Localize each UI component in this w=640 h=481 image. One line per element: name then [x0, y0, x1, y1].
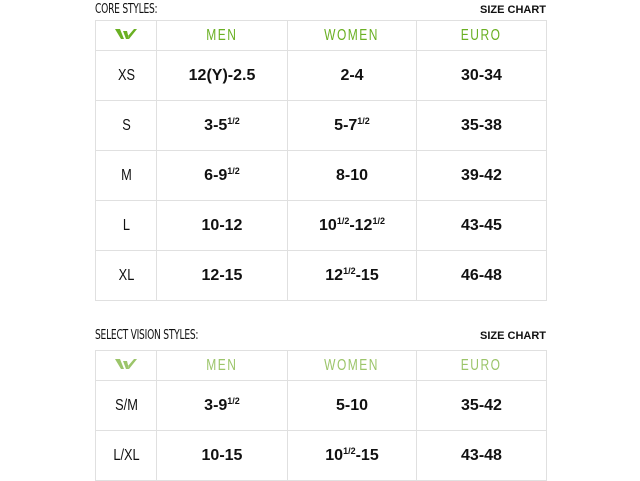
men-size-cell: 10-15 — [156, 430, 288, 481]
euro-size-cell: 39-42 — [416, 150, 547, 201]
table-row: S/M 3-91/2 5-10 35-42 — [96, 380, 547, 431]
size-value: 35-42 — [461, 396, 502, 414]
size-value: 10 — [325, 447, 344, 464]
size-value: 8-10 — [335, 166, 369, 184]
table-row: L/XL 10-15 101/2-15 43-48 — [96, 430, 547, 481]
column-header: EURO — [416, 20, 547, 51]
women-size-cell: 5-71/2 — [287, 100, 417, 151]
size-value: 3-9 — [204, 397, 228, 414]
euro-size-cell: 46-48 — [416, 250, 547, 301]
euro-size-cell: 43-45 — [416, 200, 547, 251]
size-label: XL — [101, 250, 151, 301]
brand-logo-icon — [115, 358, 137, 369]
header-row: MEN WOMEN EURO — [95, 350, 547, 381]
table-row: XL 12-15 121/2-15 46-48 — [96, 250, 547, 301]
size-value: 3-5 — [204, 117, 228, 134]
fraction-superscript: 1/2 — [357, 116, 370, 126]
women-size-cell: 121/2-15 — [287, 250, 417, 301]
logo-cell — [95, 350, 157, 381]
women-size-cell: 101/2-15 — [287, 430, 417, 481]
size-value: -15 — [355, 267, 379, 284]
size-value: 2-4 — [340, 66, 364, 84]
size-table: MEN WOMEN EURO XS 12(Y)-2.5 2-4 30-34 S 3-51/2 5-… — [95, 20, 547, 301]
logo-cell — [95, 20, 157, 51]
size-value: 39-42 — [461, 166, 502, 184]
size-label: XS — [101, 50, 151, 101]
size-value: 43-48 — [461, 446, 502, 464]
column-header: WOMEN — [287, 350, 417, 381]
size-value: 6-9 — [204, 167, 228, 184]
women-size-cell: 101/2-121/2 — [287, 200, 417, 251]
euro-size-cell: 43-48 — [416, 430, 547, 481]
size-chart-label: SIZE CHART — [480, 330, 546, 342]
header-row: MEN WOMEN EURO — [95, 20, 547, 51]
men-size-cell: 12(Y)-2.5 — [156, 50, 288, 101]
table-row: M 6-91/2 8-10 39-42 — [96, 150, 547, 201]
table-row: L 10-12 101/2-121/2 43-45 — [96, 200, 547, 251]
size-value: 10 — [319, 217, 337, 234]
section-title: CORE STYLES: — [95, 2, 158, 17]
women-size-cell: 8-10 — [287, 150, 417, 201]
size-value: 43-45 — [461, 216, 502, 234]
size-value: 5-7 — [334, 117, 358, 134]
size-label: L/XL — [101, 430, 151, 481]
fraction-superscript: 1/2 — [372, 216, 385, 226]
euro-size-cell: 30-34 — [416, 50, 547, 101]
men-size-cell: 12-15 — [156, 250, 288, 301]
size-table: MEN WOMEN EURO S/M 3-91/2 5-10 35-42 L/XL 10-15 1… — [95, 350, 547, 481]
men-size-cell: 3-51/2 — [156, 100, 288, 151]
size-value: 10-15 — [201, 446, 243, 464]
men-size-cell: 6-91/2 — [156, 150, 288, 201]
column-header: MEN — [156, 350, 288, 381]
size-label: M — [101, 150, 151, 201]
size-label: S — [101, 100, 151, 151]
column-header: EURO — [416, 350, 547, 381]
euro-size-cell: 35-38 — [416, 100, 547, 151]
size-value: 10-12 — [201, 216, 243, 234]
size-chart-label: SIZE CHART — [480, 4, 546, 16]
size-value: 12-15 — [201, 266, 243, 284]
euro-size-cell: 35-42 — [416, 380, 547, 431]
size-value: 12 — [325, 267, 344, 284]
fraction-superscript: 1/2 — [227, 396, 240, 406]
column-header: WOMEN — [287, 20, 417, 51]
size-label: L — [101, 200, 151, 251]
size-value: 12(Y)-2.5 — [188, 66, 256, 84]
size-label: S/M — [101, 380, 151, 431]
section-title: SELECT VISION STYLES: — [95, 328, 199, 343]
women-size-cell: 5-10 — [287, 380, 417, 431]
fraction-superscript: 1/2 — [336, 216, 350, 226]
size-value: 46-48 — [461, 266, 502, 284]
table-row: S 3-51/2 5-71/2 35-38 — [96, 100, 547, 151]
fraction-superscript: 1/2 — [343, 266, 356, 276]
size-value: -15 — [355, 447, 379, 464]
fraction-superscript: 1/2 — [343, 446, 356, 456]
size-value: 5-10 — [335, 396, 369, 414]
fraction-superscript: 1/2 — [227, 116, 240, 126]
brand-logo-icon — [115, 28, 137, 39]
men-size-cell: 10-12 — [156, 200, 288, 251]
size-value: 35-38 — [461, 116, 502, 134]
men-size-cell: 3-91/2 — [156, 380, 288, 431]
size-value: 30-34 — [461, 66, 502, 84]
fraction-superscript: 1/2 — [227, 166, 240, 176]
women-size-cell: 2-4 — [287, 50, 417, 101]
table-row: XS 12(Y)-2.5 2-4 30-34 — [96, 50, 547, 101]
size-value: -12 — [349, 217, 373, 234]
column-header: MEN — [156, 20, 288, 51]
